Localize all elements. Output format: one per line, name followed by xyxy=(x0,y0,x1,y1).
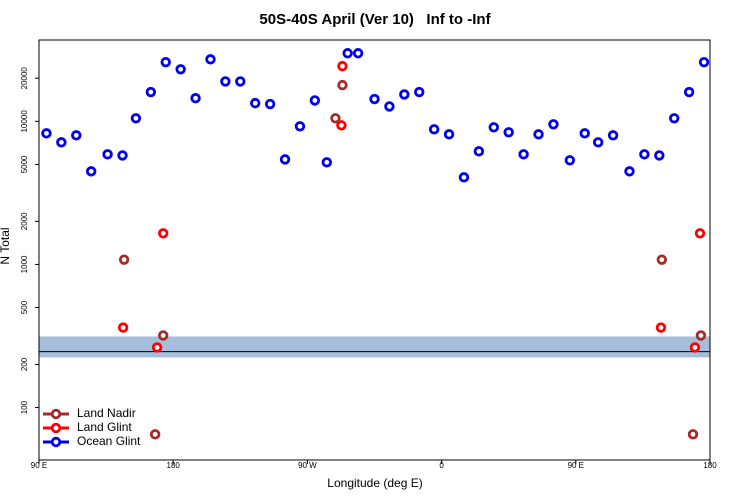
point xyxy=(488,122,499,133)
point xyxy=(205,54,216,65)
point xyxy=(458,172,470,183)
point xyxy=(443,129,455,140)
point xyxy=(158,228,169,239)
x-tick-label: 180 xyxy=(167,461,181,470)
legend-marker xyxy=(50,422,62,434)
point xyxy=(503,127,514,138)
point xyxy=(158,330,169,341)
point xyxy=(683,86,695,98)
point xyxy=(117,322,129,333)
x-tick-label: 90 W xyxy=(298,461,317,470)
point xyxy=(330,113,341,124)
point xyxy=(151,342,163,353)
point xyxy=(533,129,544,140)
point xyxy=(71,130,82,141)
legend-marker xyxy=(50,408,62,420)
point xyxy=(655,322,667,333)
point xyxy=(592,137,604,148)
point xyxy=(689,342,701,353)
legend-label: Land Nadir xyxy=(77,406,136,420)
point xyxy=(337,79,348,91)
point xyxy=(669,113,680,124)
point xyxy=(149,429,161,440)
point xyxy=(352,48,364,59)
y-tick-label: 10000 xyxy=(20,110,29,133)
y-axis-label: N Total xyxy=(0,227,12,264)
x-axis-label: Longitude (deg E) xyxy=(327,476,422,490)
point xyxy=(428,124,440,135)
point xyxy=(118,254,130,265)
point xyxy=(369,93,380,105)
point xyxy=(342,48,353,59)
point xyxy=(102,149,113,160)
point xyxy=(384,101,395,112)
point xyxy=(336,120,347,131)
point xyxy=(414,86,425,98)
point xyxy=(564,155,576,166)
y-tick-label: 200 xyxy=(20,357,29,371)
point xyxy=(548,119,559,130)
point xyxy=(639,149,650,160)
point xyxy=(130,113,142,124)
point xyxy=(321,157,332,168)
point xyxy=(235,76,246,87)
legend-label: Land Glint xyxy=(77,420,132,434)
point xyxy=(56,137,67,148)
point xyxy=(624,166,635,177)
point xyxy=(607,130,619,141)
band xyxy=(39,336,710,358)
y-tick-label: 1000 xyxy=(20,255,29,273)
point xyxy=(294,121,306,132)
x-tick-label: 90 E xyxy=(31,461,47,470)
point xyxy=(279,154,291,165)
point xyxy=(117,150,128,161)
y-tick-label: 500 xyxy=(20,300,29,314)
point xyxy=(85,166,97,177)
point xyxy=(337,60,348,72)
y-tick-label: 20000 xyxy=(20,67,29,90)
point xyxy=(175,64,186,75)
point xyxy=(41,128,52,139)
plot-frame xyxy=(38,39,711,461)
legend-marker xyxy=(50,436,62,448)
point xyxy=(145,86,157,98)
point xyxy=(190,93,201,104)
point xyxy=(579,128,590,139)
point xyxy=(698,56,710,68)
point xyxy=(687,429,699,440)
point xyxy=(250,97,261,109)
chart-title: 50S-40S April (Ver 10) Inf to -Inf xyxy=(259,11,491,28)
y-tick-label: 2000 xyxy=(20,212,29,230)
point xyxy=(518,149,529,160)
point xyxy=(473,146,485,157)
y-tick-label: 100 xyxy=(20,400,29,414)
legend-label: Ocean Glint xyxy=(77,434,141,448)
x-tick-label: 0 xyxy=(439,461,444,470)
point xyxy=(309,95,321,106)
point xyxy=(695,330,707,341)
point xyxy=(160,56,171,68)
point xyxy=(694,228,706,239)
x-tick-label: 180 xyxy=(703,461,717,470)
point xyxy=(264,98,276,110)
x-tick-label: 90 E xyxy=(568,461,584,470)
point xyxy=(656,254,668,265)
y-tick-label: 5000 xyxy=(20,155,29,173)
point xyxy=(399,89,410,100)
point xyxy=(654,150,665,161)
point xyxy=(220,76,231,87)
